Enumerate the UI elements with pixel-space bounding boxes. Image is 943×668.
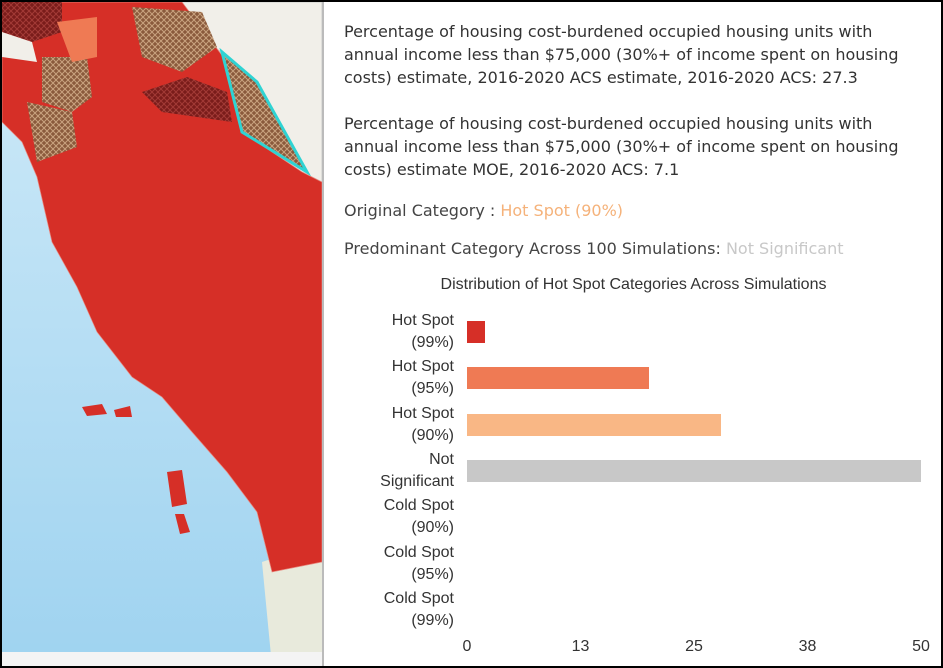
value: Hot Spot (90%) — [500, 201, 624, 220]
bar — [467, 459, 921, 482]
field-text: Percentage of housing cost-burdened occu… — [344, 22, 899, 87]
x-tick-label: 13 — [571, 638, 590, 655]
x-tick-label: 50 — [912, 638, 930, 655]
x-tick-label: 25 — [685, 638, 703, 655]
chart: Distribution of Hot Spot Categories Acro… — [324, 272, 941, 666]
islands — [82, 404, 190, 534]
y-tick-label: Cold Spot (95%) — [383, 543, 454, 583]
selected-county[interactable] — [219, 47, 312, 177]
predominant-category: Predominant Category Across 100 Simulati… — [344, 239, 844, 258]
county-hatched — [132, 7, 217, 72]
label: Predominant Category Across 100 Simulati… — [344, 239, 721, 258]
y-tick-label: Hot Spot (90%) — [391, 404, 454, 444]
y-tick-label: Hot Spot (95%) — [391, 358, 454, 398]
bar — [467, 367, 649, 390]
y-tick-label: Cold Spot (99%) — [383, 589, 454, 629]
value: Not Significant — [725, 239, 844, 258]
bar — [467, 413, 722, 436]
bar — [467, 321, 486, 343]
land-mexico — [262, 542, 322, 666]
map[interactable] — [2, 2, 322, 666]
original-category: Original Category : Hot Spot (90%) — [344, 201, 623, 220]
popup: Percentage of housing cost-burdened occu… — [322, 2, 941, 666]
map-toolbar[interactable] — [2, 652, 322, 666]
county-hatched — [2, 2, 62, 42]
y-tick-label: Hot Spot (99%) — [391, 312, 454, 351]
x-tick-label: 38 — [798, 638, 817, 655]
county-light — [57, 17, 97, 62]
county-hatched — [27, 102, 77, 162]
x-tick-label: 0 — [462, 638, 472, 655]
label: Original Category : — [344, 201, 496, 220]
county-hatched — [142, 77, 232, 122]
bay — [2, 32, 37, 62]
field-text: Percentage of housing cost-burdened occu… — [344, 114, 899, 179]
county-hatched — [42, 57, 92, 112]
y-tick-label: Cold Spot (90%) — [383, 497, 454, 537]
y-tick-label: Not Significant — [380, 450, 454, 490]
chart-title: Distribution of Hot Spot Categories Acro… — [440, 276, 827, 293]
